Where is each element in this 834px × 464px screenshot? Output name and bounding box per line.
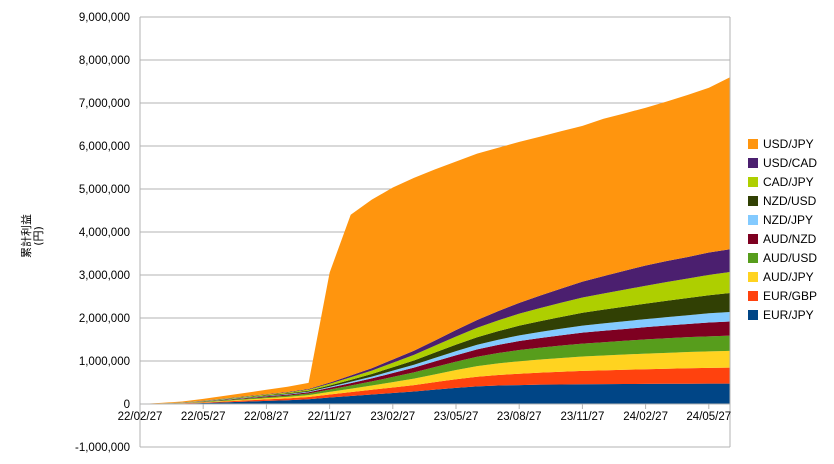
legend-label-nzd-usd: NZD/USD: [763, 194, 817, 208]
x-tick-labels: 22/02/27 22/05/27 22/08/27 22/11/27 23/02/27…: [118, 404, 731, 423]
y-tick-label: 6,000,000: [79, 141, 130, 153]
y-axis-title-line: (円): [32, 226, 45, 246]
x-tick-label: 24/02/27: [623, 411, 668, 423]
x-tick-label: 23/02/27: [370, 411, 415, 423]
legend-swatch-aud-nzd: [748, 234, 758, 244]
y-tick-label: 7,000,000: [79, 98, 130, 110]
area-aud-usd: [140, 335, 730, 404]
y-tick-label: -1,000,000: [75, 442, 130, 454]
legend: USD/JPY USD/CAD CAD/JPY NZD/USD NZD/JPY AUD/N…: [748, 137, 817, 322]
legend-swatch-usd-cad: [748, 158, 758, 168]
y-tick-labels: -1,000,000 0 1,000,000 2,000,000 3,000,000 4,…: [75, 12, 130, 454]
area-cad-jpy: [140, 271, 730, 404]
x-tick-label: 23/05/27: [434, 411, 479, 423]
legend-swatch-cad-jpy: [748, 177, 758, 187]
area-usd-cad: [140, 249, 730, 404]
y-tick-label: 5,000,000: [79, 184, 130, 196]
legend-label-aud-jpy: AUD/JPY: [763, 270, 814, 284]
x-tick-label: 24/05/27: [686, 411, 731, 423]
legend-label-usd-cad: USD/CAD: [763, 156, 817, 170]
legend-swatch-aud-usd: [748, 253, 758, 263]
axes: [139, 17, 731, 447]
x-tick-label: 23/08/27: [497, 411, 542, 423]
y-axis-title: 累計利益 (円): [19, 214, 45, 258]
legend-swatch-aud-jpy: [748, 272, 758, 282]
legend-swatch-eur-gbp: [748, 291, 758, 301]
legend-label-eur-jpy: EUR/JPY: [763, 308, 814, 322]
y-tick-label: 8,000,000: [79, 55, 130, 67]
legend-swatch-nzd-usd: [748, 196, 758, 206]
legend-swatch-nzd-jpy: [748, 215, 758, 225]
legend-label-cad-jpy: CAD/JPY: [763, 175, 814, 189]
y-tick-label: 9,000,000: [79, 12, 130, 24]
legend-label-eur-gbp: EUR/GBP: [763, 289, 817, 303]
area-aud-nzd: [140, 321, 730, 404]
x-tick-label: 22/02/27: [118, 411, 163, 423]
area-aud-jpy: [140, 350, 730, 404]
legend-label-aud-usd: AUD/USD: [763, 251, 817, 265]
x-tick-label: 22/08/27: [244, 411, 289, 423]
area-eur-jpy: [140, 383, 730, 404]
y-tick-label: 2,000,000: [79, 313, 130, 325]
area-usd-jpy: [140, 77, 730, 404]
area-nzd-usd: [140, 293, 730, 404]
x-tick-label: 22/11/27: [308, 411, 352, 423]
legend-label-usd-jpy: USD/JPY: [763, 137, 814, 151]
legend-label-nzd-jpy: NZD/JPY: [763, 213, 813, 227]
legend-swatch-usd-jpy: [748, 139, 758, 149]
y-tick-label: 0: [124, 399, 130, 411]
legend-swatch-eur-jpy: [748, 310, 758, 320]
x-tick-label: 23/11/27: [560, 411, 604, 423]
area-nzd-jpy: [140, 311, 730, 404]
legend-label-aud-nzd: AUD/NZD: [763, 232, 817, 246]
y-tick-label: 3,000,000: [79, 270, 130, 282]
y-tick-label: 1,000,000: [79, 356, 130, 368]
x-tick-label: 22/05/27: [181, 411, 226, 423]
y-axis-title-line: 累計利益: [19, 214, 33, 258]
area-eur-gbp: [140, 367, 730, 404]
y-tick-label: 4,000,000: [79, 227, 130, 239]
plot-areas: [140, 77, 730, 404]
